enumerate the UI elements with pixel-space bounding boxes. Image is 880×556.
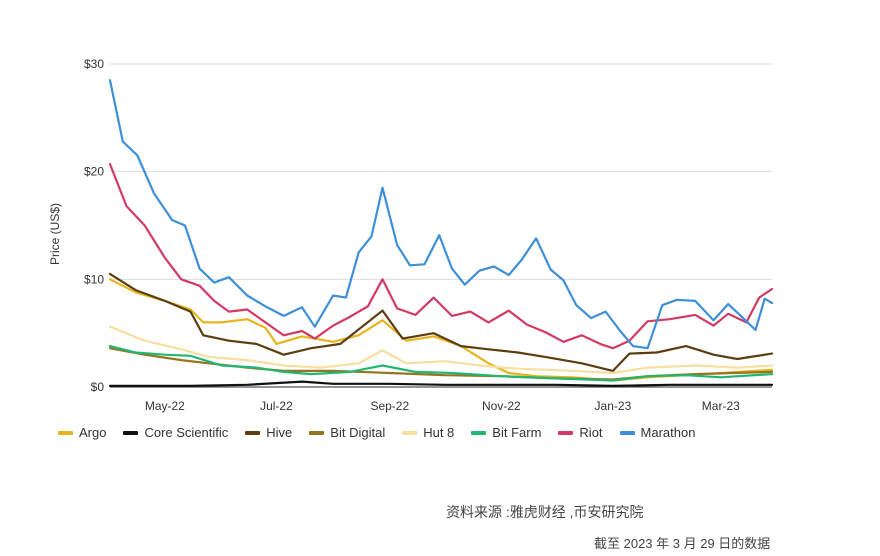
- legend-swatch: [309, 430, 325, 435]
- legend-label: Hive: [266, 425, 293, 440]
- legend-swatch: [123, 430, 139, 435]
- legend-label: Bit Digital: [330, 425, 386, 440]
- legend-item-bit-digital: Bit Digital: [309, 425, 385, 440]
- series-line-hut-8: [108, 325, 774, 375]
- x-tick-label: Nov-22: [482, 399, 521, 413]
- legend-swatch: [245, 430, 261, 435]
- legend-label: Bit Farm: [492, 425, 542, 440]
- legend-label: Hut 8: [423, 425, 455, 440]
- series-line-bit-farm: [108, 345, 774, 382]
- series-lines: [108, 79, 774, 387]
- x-tick-label: Mar-23: [702, 399, 740, 413]
- legend-label: Core Scientific: [144, 425, 229, 440]
- source-note: 资料来源 :雅虎财经 ,币安研究院: [446, 504, 644, 520]
- y-tick-label: $10: [84, 272, 104, 286]
- x-tick-label: Jan-23: [595, 399, 632, 413]
- legend-label: Marathon: [640, 425, 696, 440]
- y-tick-label: $30: [84, 57, 104, 71]
- x-axis-ticks: May-22 Jul-22 Sep-22 Nov-22 Jan-23 Mar-23: [145, 399, 740, 413]
- x-tick-label: May-22: [145, 399, 185, 413]
- legend-swatch: [58, 430, 73, 435]
- series-line-riot: [108, 163, 774, 350]
- legend-item-marathon: Marathon: [619, 425, 696, 440]
- x-tick-label: Jul-22: [260, 399, 293, 413]
- y-axis-label: Price (US$): [48, 203, 62, 265]
- y-axis-ticks: $0 $10 $20 $30: [84, 57, 104, 394]
- legend-item-argo: Argo: [58, 425, 106, 440]
- y-tick-label: $20: [84, 165, 104, 179]
- legend-label: Argo: [79, 425, 107, 440]
- price-line-chart: $0 $10 $20 $30 May-22 Jul-22 Sep-22 Nov-22 Jan-…: [48, 57, 774, 413]
- legend-item-hut-8: Hut 8: [402, 425, 454, 440]
- date-note: 截至 2023 年 3 月 29 日的数据: [594, 536, 771, 551]
- legend-swatch: [619, 430, 635, 435]
- legend-label: Riot: [579, 425, 603, 440]
- series-line-core-scientific: [108, 380, 774, 387]
- legend-item-bit-farm: Bit Farm: [471, 425, 541, 440]
- series-line-hive: [108, 272, 774, 372]
- series-line-marathon: [108, 79, 774, 350]
- legend-item-riot: Riot: [558, 425, 603, 440]
- legend-swatch: [471, 430, 487, 435]
- legend-swatch: [558, 430, 574, 435]
- x-tick-label: Sep-22: [370, 399, 409, 413]
- y-tick-label: $0: [91, 380, 105, 394]
- legend-swatch: [402, 430, 418, 435]
- legend-item-hive: Hive: [245, 425, 292, 440]
- chart-legend: Argo Core Scientific Hive Bit Digital Hut 8 B…: [58, 425, 712, 440]
- legend-item-core-scientific: Core Scientific: [123, 425, 228, 440]
